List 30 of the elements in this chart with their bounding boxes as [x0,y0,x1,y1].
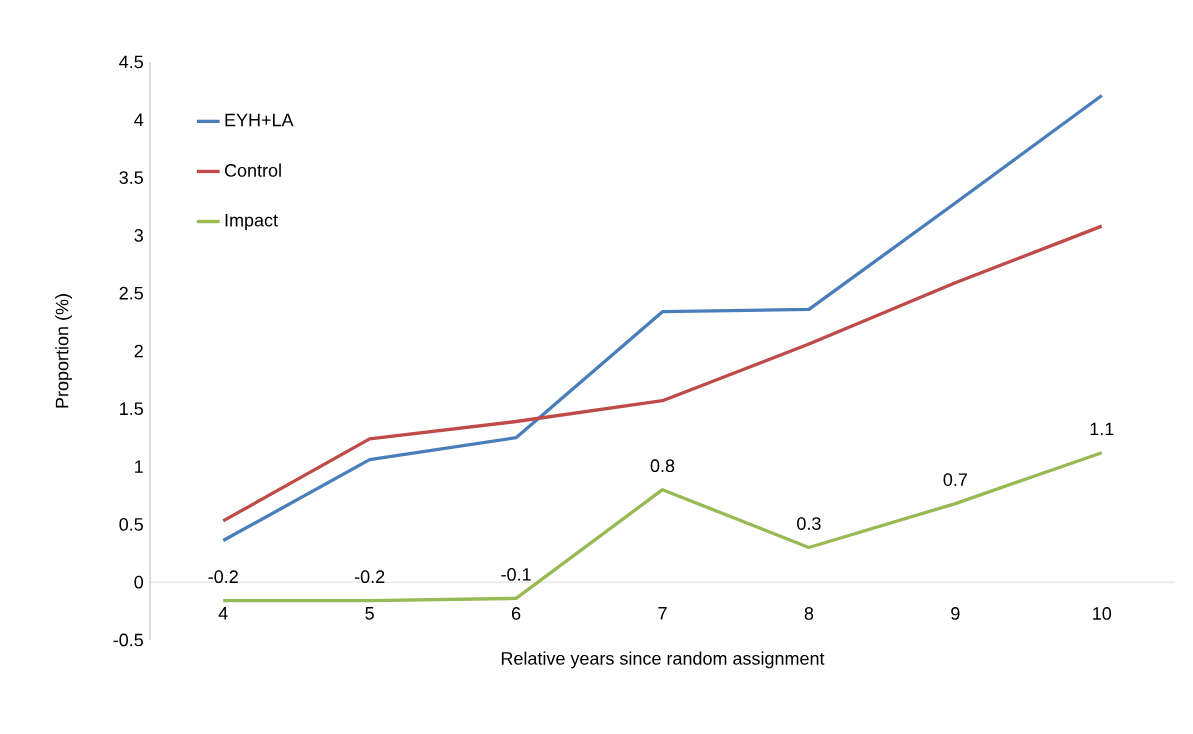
legend-label: EYH+LA [225,113,294,127]
y-tick-label: 2.5 [119,286,143,300]
x-tick-label: 9 [951,607,960,620]
y-tick-label: 0.5 [119,518,143,531]
y-tick-label: 1 [135,460,143,473]
x-tick-label: 6 [511,607,521,620]
x-tick-label: 8 [804,607,814,620]
y-tick-label: 3.5 [119,171,143,184]
x-axis-title: Relative years since random assignment [501,651,825,669]
x-tick-label: 5 [365,607,374,620]
y-tick-label: -0.5 [113,633,143,647]
y-tick-label: 4.5 [119,55,143,69]
y-tick-label: 3 [134,229,143,242]
x-tick-label: 4 [218,607,228,620]
data-label: 0.3 [797,517,821,530]
data-label: -0.1 [501,568,531,581]
y-tick-label: 4 [134,113,144,126]
legend-label: Control [224,163,281,177]
legend-label: Impact [225,214,278,231]
data-label: 1.1 [1090,422,1114,436]
data-label: 0.8 [650,459,675,473]
x-tick-label: 7 [658,607,667,620]
x-tick-label: 10 [1093,607,1112,620]
y-axis-title: Proportion (%) [55,294,72,408]
data-label: 0.7 [943,473,967,486]
data-label: -0.2 [208,570,238,584]
data-label: -0.2 [354,570,385,584]
y-tick-label: 0 [134,575,144,589]
y-tick-label: 1.5 [120,402,143,416]
y-tick-label: 2 [134,344,143,358]
